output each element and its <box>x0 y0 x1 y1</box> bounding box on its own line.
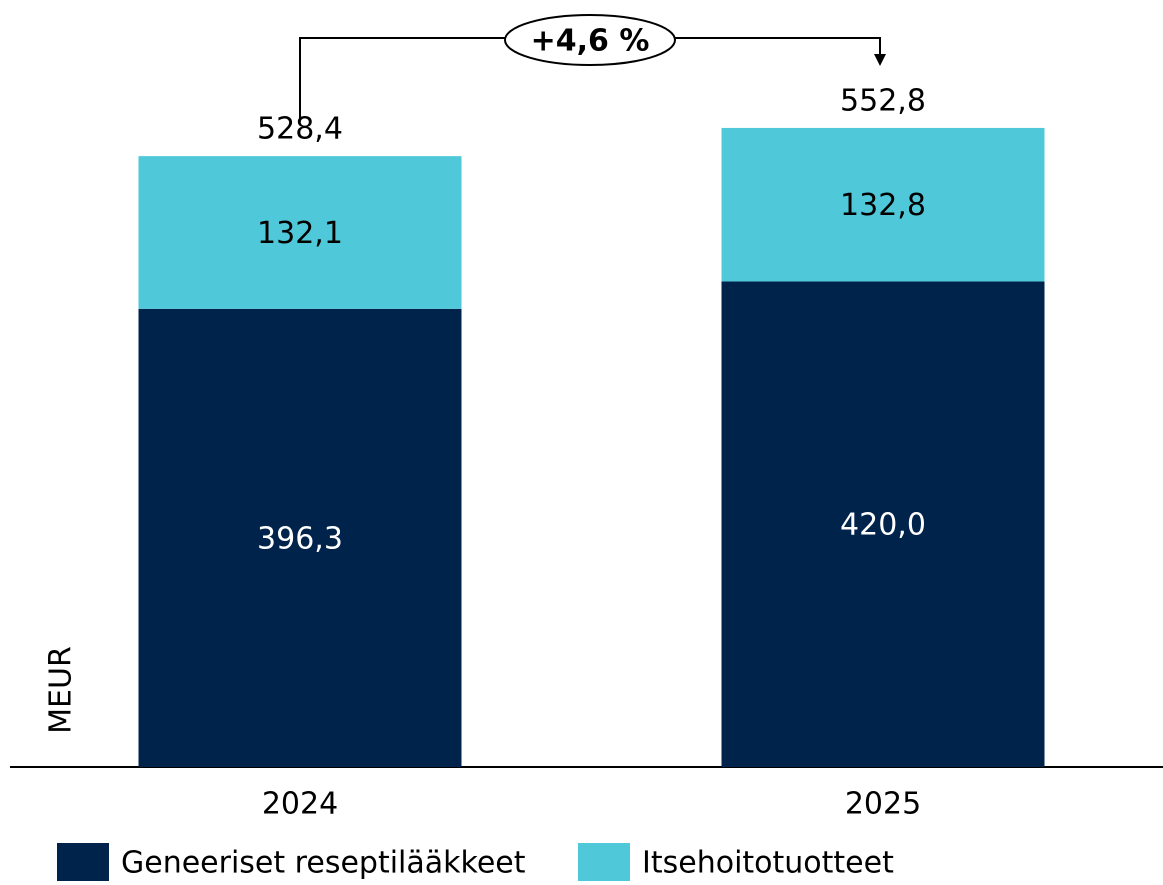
x-tick-label: 2025 <box>845 787 921 822</box>
bracket <box>675 37 881 56</box>
segment-label: 396,3 <box>257 521 343 556</box>
segment-label: 132,8 <box>840 188 926 223</box>
arrow-head <box>874 54 886 66</box>
annotation-text: +4,6 % <box>531 24 650 59</box>
bar-segment <box>138 156 462 309</box>
total-label: 528,4 <box>257 112 343 147</box>
x-tick-label: 2024 <box>262 787 338 822</box>
bracket <box>299 37 505 120</box>
segment-label: 420,0 <box>840 508 926 543</box>
change-annotation: +4,6 % <box>299 14 886 120</box>
segment-label: 132,1 <box>257 216 343 251</box>
annotation-ellipse <box>504 14 676 66</box>
bar-segment <box>138 308 462 767</box>
legend-label: Geneeriset reseptilääkkeet <box>121 846 526 881</box>
total-label: 552,8 <box>840 83 926 118</box>
bar-segment <box>721 127 1045 282</box>
legend-swatch <box>578 843 630 881</box>
legend-label: Itsehoitotuotteet <box>642 846 894 881</box>
y-axis-label: MEUR <box>44 646 79 734</box>
bar-segment <box>721 281 1045 767</box>
legend-swatch <box>57 843 109 881</box>
